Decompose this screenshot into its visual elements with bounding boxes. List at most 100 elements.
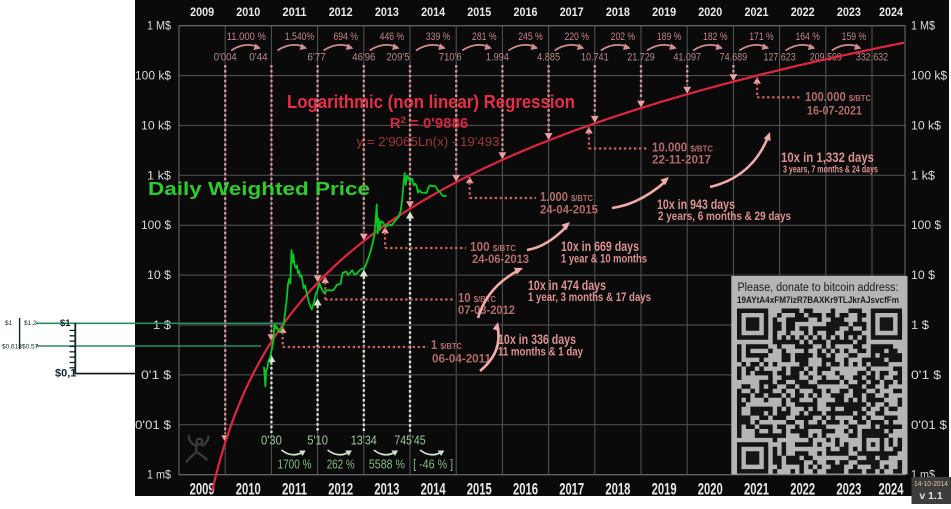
svg-text:127.623: 127.623 [764,52,796,64]
svg-text:06-04-2011: 06-04-2011 [432,352,491,366]
svg-text:$1: $1 [60,318,71,329]
svg-text:11 months & 1 day: 11 months & 1 day [498,347,584,359]
svg-text:2015: 2015 [467,481,492,499]
svg-text:0'01 $: 0'01 $ [911,420,948,432]
svg-text:220 %: 220 % [564,31,589,43]
svg-text:164 %: 164 % [795,31,820,43]
svg-text:2023: 2023 [836,481,861,499]
svg-text:Please, donate to bitcoin addr: Please, donate to bitcoin address: [738,282,899,294]
svg-text:332.632: 332.632 [856,52,888,64]
svg-text:1700 %: 1700 % [278,457,312,472]
svg-text:2024: 2024 [879,7,904,19]
svg-text:0'1 $: 0'1 $ [911,370,942,382]
svg-text:2021: 2021 [745,7,770,19]
svg-text:2009: 2009 [190,481,215,499]
svg-text:$0,1: $0,1 [55,368,76,380]
svg-text:2023: 2023 [837,7,861,19]
svg-text:2017: 2017 [560,7,584,19]
svg-text:2020: 2020 [698,481,723,499]
svg-text:16-07-2021: 16-07-2021 [807,104,862,118]
svg-text:19AYtA4xFM7izR7BAXKr9TLJkrAJsv: 19AYtA4xFM7izR7BAXKr9TLJkrAJsvcfFm [737,295,899,305]
svg-text:100.000 $/BTC: 100.000 $/BTC [805,90,871,104]
svg-text:446 %: 446 % [380,31,405,43]
svg-text:3 years, 7 months & 24 days: 3 years, 7 months & 24 days [783,164,878,176]
svg-text:0'1 $: 0'1 $ [141,370,172,382]
svg-text:10x in 669 days: 10x in 669 days [561,239,639,254]
svg-text:339 %: 339 % [426,31,451,43]
svg-text:1 m$: 1 m$ [147,470,172,482]
svg-text:100 k$: 100 k$ [135,71,172,83]
svg-text:$1: $1 [5,320,13,327]
svg-text:2013: 2013 [374,481,399,499]
svg-text:y = 2'9065Ln(x) - 19'493: y = 2'9065Ln(x) - 19'493 [357,134,500,149]
svg-text:1 M$: 1 M$ [147,21,172,33]
svg-text:10 $: 10 $ [911,270,936,282]
svg-text:6'77: 6'77 [307,52,325,64]
svg-text:2021: 2021 [744,481,769,499]
svg-text:2013: 2013 [375,7,399,19]
svg-text:0'44: 0'44 [249,52,267,64]
svg-text:245 %: 245 % [518,31,543,43]
svg-text:2024: 2024 [879,481,905,499]
svg-text:2009: 2009 [190,7,214,19]
svg-text:2018: 2018 [606,7,631,19]
svg-text:5588 %: 5588 % [369,457,405,472]
svg-text:1 year, 3 months & 17 days: 1 year, 3 months & 17 days [528,292,651,304]
svg-text:2020: 2020 [698,7,722,19]
svg-text:1 $/BTC: 1 $/BTC [431,338,462,352]
svg-text:10x in 943 days: 10x in 943 days [657,197,735,212]
svg-text:46'96: 46'96 [352,52,375,64]
svg-text:13'34: 13'34 [351,433,377,448]
svg-text:262 %: 262 % [327,457,355,472]
svg-text:21.729: 21.729 [627,52,655,64]
svg-text:11.000 %: 11.000 % [227,31,266,43]
svg-text:745'45: 745'45 [394,433,425,448]
svg-text:2011: 2011 [282,481,307,499]
svg-text:2010: 2010 [236,481,261,499]
svg-text:2010: 2010 [236,7,260,19]
svg-text:$1,2: $1,2 [24,320,37,327]
svg-text:24-04-2015: 24-04-2015 [540,203,598,217]
svg-text:1.540%: 1.540% [285,31,315,43]
svg-text:10x in 336 days: 10x in 336 days [498,332,576,347]
svg-text:2019: 2019 [652,7,676,19]
svg-text:100 $: 100 $ [141,220,172,232]
svg-text:4.885: 4.885 [537,52,560,64]
svg-text:189 %: 189 % [657,31,682,43]
svg-text:07-03-2012: 07-03-2012 [458,303,515,317]
svg-text:2014: 2014 [421,7,446,19]
svg-text:5'10: 5'10 [307,433,328,448]
svg-text:1 $: 1 $ [911,320,930,332]
svg-text:Logarithmic (non linear) Regre: Logarithmic (non linear) Regression [287,92,575,112]
svg-text:182 %: 182 % [703,31,728,43]
svg-text:Daily Weighted Price: Daily Weighted Price [148,179,370,199]
svg-text:171 %: 171 % [749,31,774,43]
svg-text:1.994: 1.994 [486,52,509,64]
svg-text:10 $: 10 $ [147,270,172,282]
svg-text:$0,618: $0,618 [2,344,22,351]
svg-text:10 k$: 10 k$ [141,120,172,132]
svg-text:2014: 2014 [421,481,447,499]
svg-text:710'6: 710'6 [439,52,462,64]
svg-text:2022: 2022 [790,481,815,499]
svg-text:2 years, 6 months & 29 days: 2 years, 6 months & 29 days [658,211,791,223]
svg-text:2016: 2016 [514,7,538,19]
svg-text:10 k$: 10 k$ [911,120,942,132]
svg-text:1 year & 10 months: 1 year & 10 months [561,254,647,266]
svg-text:[ -46 % ]: [ -46 % ] [413,457,453,472]
svg-text:2011: 2011 [283,7,308,19]
svg-text:v 1.1: v 1.1 [919,490,943,502]
svg-text:202 %: 202 % [611,31,636,43]
svg-text:0'30: 0'30 [261,433,282,448]
svg-text:1 M$: 1 M$ [911,21,936,33]
svg-text:1 $: 1 $ [153,320,172,332]
svg-text:100 $: 100 $ [911,220,942,232]
svg-text:41.097: 41.097 [673,52,701,64]
svg-text:2018: 2018 [605,481,630,499]
svg-text:209'5: 209'5 [387,52,410,64]
svg-text:10x in 474 days: 10x in 474 days [528,278,606,293]
svg-text:2015: 2015 [467,7,492,19]
svg-text:100 k$: 100 k$ [911,71,948,83]
svg-text:694 %: 694 % [333,31,358,43]
svg-text:74.689: 74.689 [720,52,748,64]
